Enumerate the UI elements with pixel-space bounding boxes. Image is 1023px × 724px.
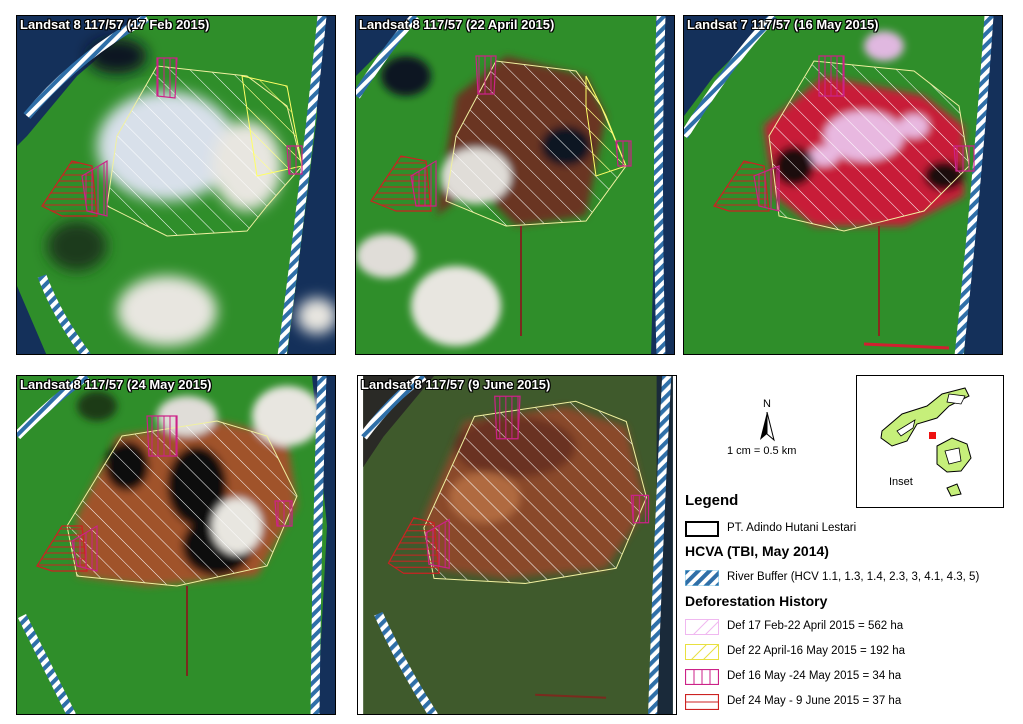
satellite-map <box>17 16 335 354</box>
map-panel-24-may-2015: Landsat 8 117/57 (24 May 2015) <box>16 375 336 715</box>
satellite-map <box>684 16 1002 354</box>
legend-item-def-1: Def 17 Feb-22 April 2015 = 562 ha <box>685 617 1020 637</box>
def-4-swatch <box>685 694 719 710</box>
inset-map: Inset <box>856 375 1004 508</box>
legend-title: Legend <box>685 492 739 509</box>
inset-location-marker <box>929 432 936 439</box>
map-panel-16-may-2015: Landsat 7 117/57 (16 May 2015) <box>683 15 1003 355</box>
legend-item-def-2: Def 22 April-16 May 2015 = 192 ha <box>685 642 1020 662</box>
deforestation-title: Deforestation History <box>685 593 828 609</box>
legend-label: Def 24 May - 9 June 2015 = 37 ha <box>727 695 902 707</box>
legend-label: Def 22 April-16 May 2015 = 192 ha <box>727 645 906 657</box>
panel-title: Landsat 8 117/57 (17 Feb 2015) <box>20 17 210 32</box>
def-1-swatch <box>685 619 719 635</box>
panel-title: Landsat 7 117/57 (16 May 2015) <box>687 17 879 32</box>
panel-title: Landsat 8 117/57 (9 June 2015) <box>361 377 551 392</box>
north-letter: N <box>763 398 771 410</box>
north-arrow-icon <box>760 412 775 442</box>
map-panel-9-june-2015: Landsat 8 117/57 (9 June 2015) <box>357 375 677 715</box>
river-buffer-swatch <box>685 570 719 586</box>
legend-item-def-4: Def 24 May - 9 June 2015 = 37 ha <box>685 692 1020 712</box>
satellite-map <box>359 376 673 714</box>
inset-label: Inset <box>889 476 913 488</box>
satellite-map <box>17 376 335 714</box>
scale-text: 1 cm = 0.5 km <box>727 445 797 457</box>
map-panel-22-april-2015: Landsat 8 117/57 (22 April 2015) <box>355 15 675 355</box>
hcva-title: HCVA (TBI, May 2014) <box>685 543 829 559</box>
satellite-map <box>356 16 674 354</box>
legend-label: Def 16 May -24 May 2015 = 34 ha <box>727 670 902 682</box>
legend-label: River Buffer (HCV 1.1, 1.3, 1.4, 2.3, 3,… <box>727 571 980 583</box>
map-panel-17-feb-2015: Landsat 8 117/57 (17 Feb 2015) <box>16 15 336 355</box>
def-3-swatch <box>685 669 719 685</box>
legend-label: PT. Adindo Hutani Lestari <box>727 522 857 534</box>
inset-map-shape <box>880 387 972 497</box>
def-2-swatch <box>685 644 719 660</box>
north-arrow-block: N 1 cm = 0.5 km <box>727 398 827 468</box>
legend-item-def-3: Def 16 May -24 May 2015 = 34 ha <box>685 667 1020 687</box>
panel-title: Landsat 8 117/57 (24 May 2015) <box>20 377 212 392</box>
legend-label: Def 17 Feb-22 April 2015 = 562 ha <box>727 620 904 632</box>
panel-title: Landsat 8 117/57 (22 April 2015) <box>359 17 555 32</box>
legend-item-river-buffer: River Buffer (HCV 1.1, 1.3, 1.4, 2.3, 3,… <box>685 568 1020 588</box>
legend-item-concession: PT. Adindo Hutani Lestari <box>685 519 1020 539</box>
concession-swatch <box>685 521 719 537</box>
